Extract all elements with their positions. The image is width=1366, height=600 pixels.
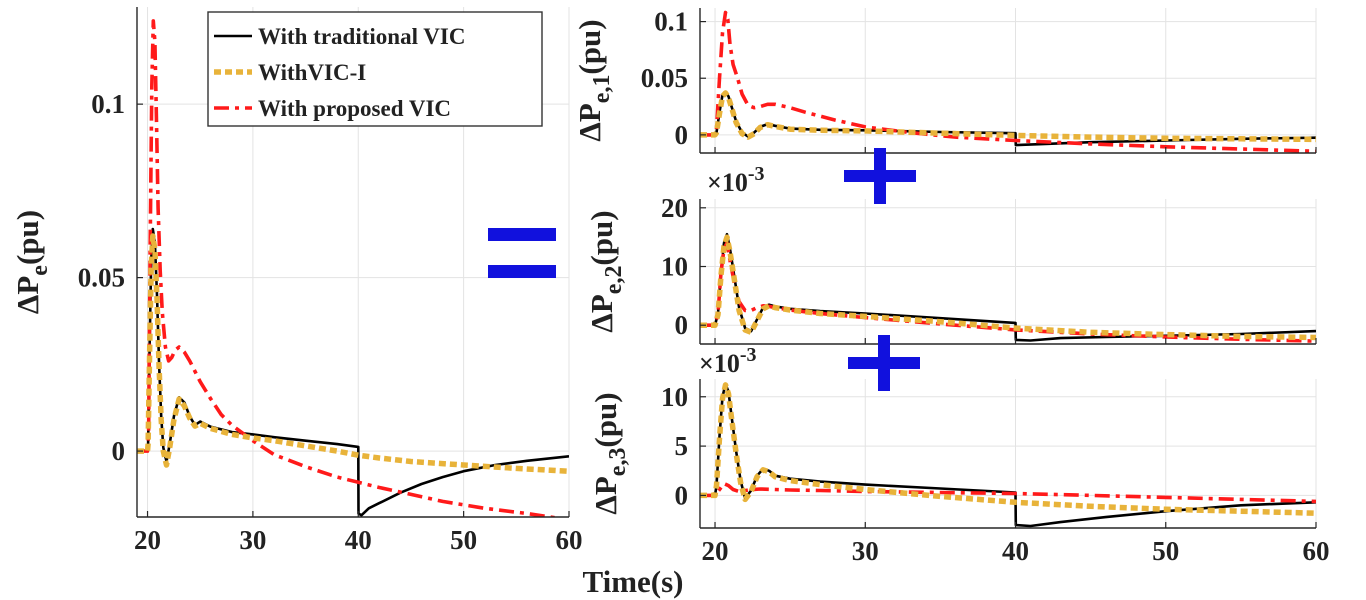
y-axis-label: ΔPe(pu) bbox=[10, 210, 53, 314]
series-line-dashdot bbox=[700, 10, 1316, 153]
series-line-dotted bbox=[700, 90, 1316, 143]
legend-entry: With traditional VIC bbox=[258, 24, 465, 49]
x-tick-label: 50 bbox=[450, 525, 477, 555]
equals-bar-top bbox=[488, 228, 556, 241]
y-tick-label: 0 bbox=[675, 120, 689, 150]
y-tick-label: 10 bbox=[661, 252, 688, 282]
x-tick-label: 40 bbox=[1002, 536, 1029, 566]
legend: With traditional VIC WithVIC-I With propos… bbox=[207, 11, 543, 127]
y-tick-label: 5 bbox=[675, 431, 689, 461]
chart-total: 20 30 40 50 60 0 0.05 0.1 ΔPe(pu) With traditiona… bbox=[10, 7, 583, 555]
x-tick-label: 50 bbox=[1152, 536, 1179, 566]
series-line-solid bbox=[700, 382, 1316, 528]
legend-entry: With proposed VIC bbox=[258, 96, 451, 121]
series-group bbox=[700, 232, 1316, 343]
y-tick-label: 10 bbox=[661, 382, 688, 412]
y-tick-label: 0 bbox=[675, 480, 689, 510]
x-tick-label: 20 bbox=[134, 525, 161, 555]
x-tick-label: 30 bbox=[852, 536, 879, 566]
y-tick-label: 0 bbox=[112, 436, 126, 466]
series-group bbox=[700, 382, 1316, 528]
series-line-dotted bbox=[700, 234, 1316, 341]
y-tick-label: 0.1 bbox=[91, 89, 125, 119]
plus-bar-vertical bbox=[878, 335, 890, 391]
y-tick-label: 0.05 bbox=[78, 263, 125, 293]
legend-box bbox=[207, 11, 543, 127]
plus-operator-2 bbox=[848, 335, 920, 391]
x-tick-label: 20 bbox=[702, 536, 729, 566]
y-tick-label: 0.1 bbox=[654, 7, 688, 37]
y-tick-label: 0.05 bbox=[641, 63, 688, 93]
chart-gen2: 0 10 20 ΔPe,2(pu) ×10-3 bbox=[584, 163, 1317, 345]
series-line-dotted bbox=[137, 233, 569, 474]
plus-operator-1 bbox=[844, 148, 916, 204]
chart-gen3: 20 30 40 50 60 0 5 10 ΔPe,3(pu) ×10-3 bbox=[588, 344, 1330, 566]
y-axis-label: ΔPe,1(pu) bbox=[572, 19, 615, 141]
x-tick-label: 40 bbox=[345, 525, 372, 555]
equals-bar-bottom bbox=[488, 265, 556, 278]
y-axis-label: ΔPe,2(pu) bbox=[584, 210, 627, 332]
series-line-dashdot bbox=[137, 19, 563, 517]
y-tick-label: 0 bbox=[675, 310, 689, 340]
axis-exponent-label: ×10-3 bbox=[707, 163, 765, 197]
x-axis-label: Time(s) bbox=[582, 564, 683, 599]
equals-operator bbox=[488, 228, 556, 278]
axis-exponent-label: ×10-3 bbox=[699, 344, 757, 378]
series-line-dotted bbox=[700, 382, 1316, 516]
series-line-solid bbox=[700, 232, 1316, 342]
y-tick-label: 20 bbox=[661, 193, 688, 223]
plus-bar-vertical bbox=[874, 148, 886, 204]
x-tick-label: 30 bbox=[239, 525, 266, 555]
chart-gen1: 0 0.05 0.1 ΔPe,1(pu) bbox=[572, 7, 1317, 154]
legend-entry: WithVIC-I bbox=[258, 60, 366, 85]
series-line-dashdot bbox=[700, 481, 1316, 504]
series-group bbox=[137, 19, 569, 517]
series-group bbox=[700, 10, 1316, 153]
x-tick-label: 60 bbox=[1303, 536, 1330, 566]
x-tick-label: 60 bbox=[556, 525, 583, 555]
y-axis-label: ΔPe,3(pu) bbox=[588, 392, 631, 514]
